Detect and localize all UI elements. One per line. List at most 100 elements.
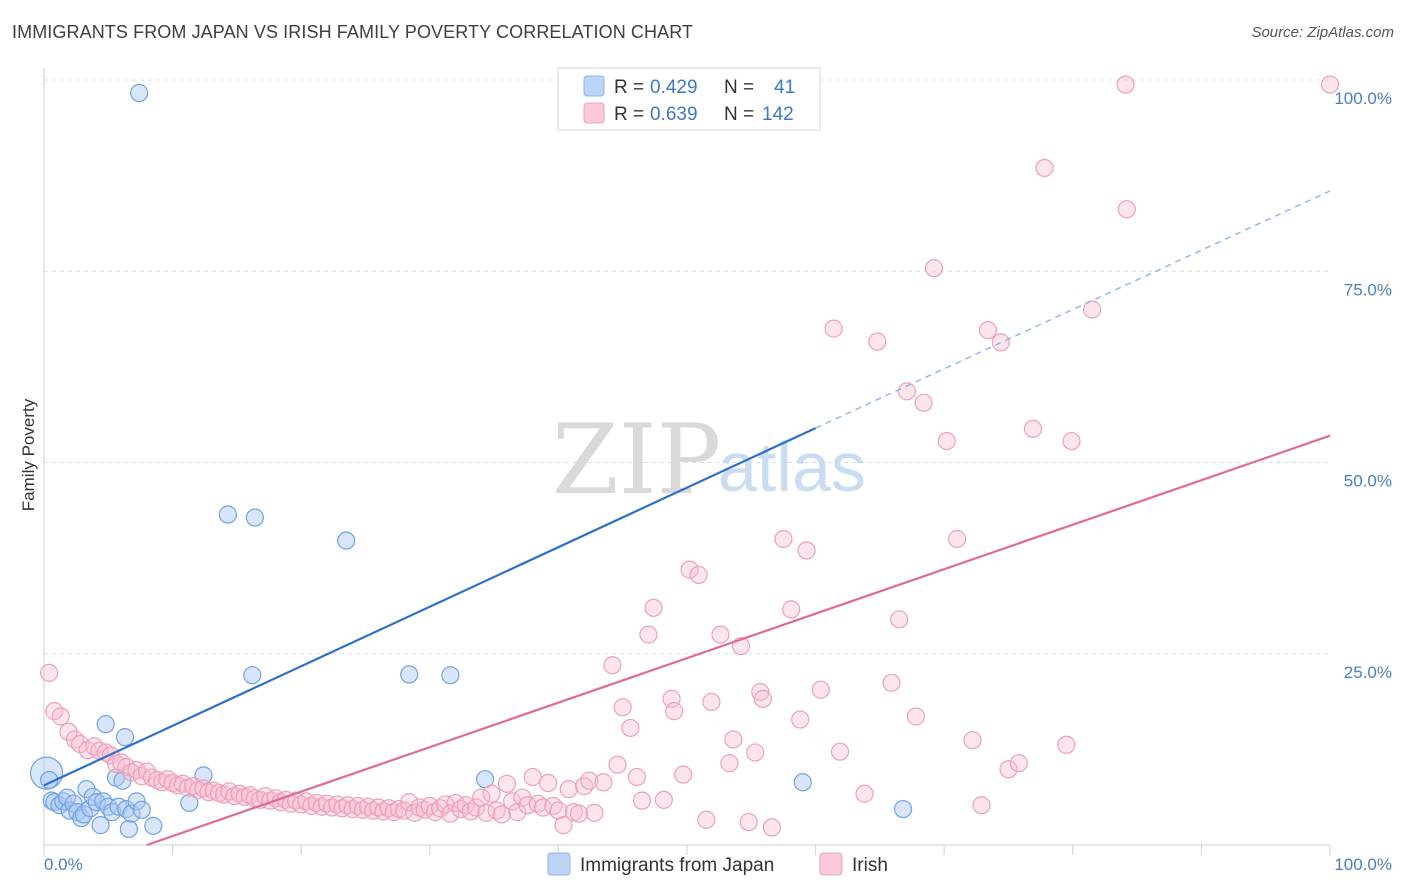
point-japan-35 xyxy=(245,508,265,527)
point-irish-122 xyxy=(711,625,730,644)
point-irish-156 xyxy=(1057,735,1076,754)
point-japan-37 xyxy=(337,531,356,550)
point-irish-101 xyxy=(569,804,589,823)
point-irish-120 xyxy=(697,810,716,829)
tick-labels: 25.0% 50.0% 75.0% 100.0% 0.0% 100.0% xyxy=(44,89,1392,874)
point-irish-102 xyxy=(575,776,594,796)
trend-line-irish xyxy=(146,434,1331,847)
point-irish-49 xyxy=(302,796,321,816)
point-irish-68 xyxy=(400,793,419,812)
point-irish-51 xyxy=(312,797,331,816)
point-irish-146 xyxy=(937,431,956,451)
point-irish-86 xyxy=(492,805,511,824)
legend-r-label-japan: R = xyxy=(614,77,644,98)
point-irish-104 xyxy=(585,803,604,822)
x-tick-label-1: 100.0% xyxy=(1334,855,1392,874)
legend-n-value-irish: 142 xyxy=(762,104,794,125)
y-tick-label-2: 75.0% xyxy=(1344,280,1392,299)
trend-lines xyxy=(43,190,1331,847)
point-irish-143 xyxy=(906,707,926,726)
point-irish-84 xyxy=(482,784,501,803)
point-irish-129 xyxy=(753,689,772,708)
point-irish-130 xyxy=(762,818,781,837)
point-irish-106 xyxy=(603,656,622,675)
y-tick-label-3: 100.0% xyxy=(1334,89,1392,108)
bottom-legend-swatch-irish xyxy=(819,852,843,876)
watermark-atlas: atlas xyxy=(718,428,866,506)
point-irish-141 xyxy=(890,610,909,629)
legend-swatch-japan xyxy=(583,75,605,97)
legend-r-value-irish: 0.639 xyxy=(650,104,698,125)
source-label: Source: ZipAtlas.com xyxy=(1251,24,1394,41)
point-irish-63 xyxy=(374,802,393,821)
legend-n-value-japan: 41 xyxy=(774,77,795,98)
point-irish-145 xyxy=(924,259,944,278)
point-irish-99 xyxy=(559,780,578,799)
point-irish-59 xyxy=(353,800,373,819)
point-irish-117 xyxy=(674,765,693,784)
legend-n-label-irish: N = xyxy=(724,104,754,125)
point-irish-150 xyxy=(978,321,998,340)
point-irish-149 xyxy=(972,796,991,815)
point-irish-140 xyxy=(882,673,901,692)
point-japan-18 xyxy=(96,715,115,734)
point-irish-155 xyxy=(1035,158,1054,178)
point-irish-92 xyxy=(523,767,542,787)
legend: R = 0.429 N = 41 R = 0.639 N = 142 xyxy=(557,67,821,131)
point-irish-142 xyxy=(897,382,917,401)
point-japan-26 xyxy=(119,819,138,839)
legend-n-label-japan: N = xyxy=(724,77,754,98)
point-irish-152 xyxy=(999,760,1018,779)
y-tick-label-0: 25.0% xyxy=(1344,663,1392,682)
point-irish-123 xyxy=(720,754,739,773)
point-irish-55 xyxy=(333,799,352,818)
legend-r-value-japan: 0.429 xyxy=(650,77,698,98)
legend-r-label-irish: R = xyxy=(614,104,644,125)
bottom-legend-swatch-japan xyxy=(547,852,571,876)
point-irish-76 xyxy=(441,804,460,823)
point-japan-34 xyxy=(218,505,237,524)
point-irish-2 xyxy=(51,707,70,726)
point-japan-28 xyxy=(130,83,149,103)
point-japan-15 xyxy=(87,793,106,812)
bottom-legend-label-japan: Immigrants from Japan xyxy=(580,855,774,876)
point-irish-0 xyxy=(40,663,59,682)
point-irish-110 xyxy=(627,767,646,787)
watermark: ZIP atlas xyxy=(552,404,866,516)
point-irish-113 xyxy=(644,598,663,617)
point-irish-112 xyxy=(639,625,658,644)
point-irish-103 xyxy=(580,771,599,790)
bottom-legend-label-irish: Irish xyxy=(852,855,888,876)
point-irish-136 xyxy=(824,319,843,338)
point-irish-69 xyxy=(405,803,424,822)
point-irish-87 xyxy=(497,774,517,793)
point-irish-131 xyxy=(774,529,793,549)
point-irish-132 xyxy=(782,600,801,619)
watermark-zip: ZIP xyxy=(552,404,721,516)
point-irish-148 xyxy=(963,731,982,750)
series-irish-points xyxy=(40,75,1340,837)
point-irish-160 xyxy=(1117,200,1136,219)
point-japan-36 xyxy=(243,666,262,685)
point-japan-38 xyxy=(400,665,419,684)
point-japan-42 xyxy=(893,799,913,819)
series-japan-points xyxy=(29,83,913,839)
point-irish-116 xyxy=(665,702,684,721)
point-irish-144 xyxy=(914,393,933,412)
point-irish-134 xyxy=(797,541,816,560)
point-irish-138 xyxy=(855,784,874,803)
point-irish-153 xyxy=(1009,754,1028,773)
y-tick-label-1: 50.0% xyxy=(1344,472,1392,491)
point-irish-135 xyxy=(811,680,830,699)
point-japan-39 xyxy=(441,666,460,685)
legend-swatch-irish xyxy=(583,102,605,124)
point-japan-16 xyxy=(91,816,110,835)
point-irish-119 xyxy=(689,565,708,585)
point-irish-139 xyxy=(868,332,887,351)
trend-line-japan-extension xyxy=(815,190,1331,429)
point-irish-20 xyxy=(153,773,172,792)
chart-title: IMMIGRANTS FROM JAPAN VS IRISH FAMILY PO… xyxy=(12,22,694,42)
point-irish-127 xyxy=(746,743,765,762)
axes xyxy=(43,68,1331,855)
point-irish-61 xyxy=(364,801,383,820)
